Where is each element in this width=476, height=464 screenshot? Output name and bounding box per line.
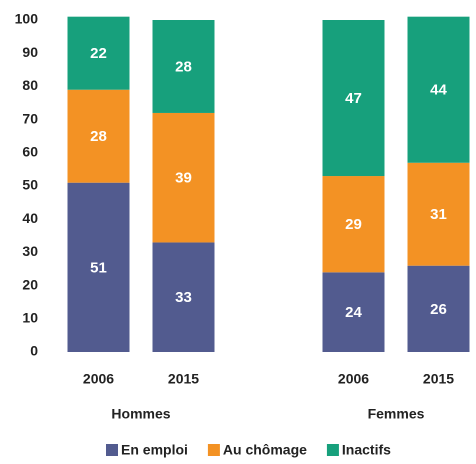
data-label: 44 [430, 82, 447, 99]
legend-label: En emploi [121, 442, 188, 458]
bar-segment [407, 162, 470, 266]
x-tick-label: 2015 [168, 371, 199, 387]
data-label: 31 [430, 206, 447, 223]
data-label: 29 [345, 216, 362, 233]
bar-segment [152, 20, 215, 113]
y-tick-label: 40 [22, 210, 38, 226]
legend-swatch [106, 444, 118, 456]
bar-segment [322, 272, 385, 352]
y-tick-label: 100 [15, 11, 39, 27]
y-tick-label: 10 [22, 310, 38, 326]
x-tick-label: 2006 [338, 371, 369, 387]
y-tick-label: 50 [22, 177, 38, 193]
bar-segment [67, 182, 130, 352]
data-label: 24 [345, 304, 362, 321]
bar-segment [152, 242, 215, 352]
bar-segment [152, 112, 215, 243]
data-label: 33 [175, 289, 192, 306]
group-label: Femmes [368, 406, 425, 422]
x-tick-label: 2015 [423, 371, 454, 387]
data-label: 22 [90, 45, 107, 62]
y-tick-label: 90 [22, 44, 38, 60]
legend-swatch [207, 444, 220, 456]
data-label: 47 [345, 90, 362, 107]
x-tick-label: 2006 [83, 371, 114, 387]
legend-label: Inactifs [342, 442, 391, 458]
y-tick-label: 30 [22, 243, 38, 259]
data-label: 51 [90, 259, 107, 276]
y-tick-label: 80 [22, 77, 38, 93]
bar-segment [407, 16, 470, 163]
y-tick-label: 20 [22, 276, 38, 292]
data-label: 26 [430, 301, 447, 318]
bar-segment [407, 265, 470, 352]
data-label: 39 [175, 170, 192, 187]
data-label: 28 [90, 128, 107, 145]
legend-label: Au chômage [223, 442, 307, 458]
y-tick-label: 70 [22, 110, 38, 126]
bar-segment [67, 16, 130, 90]
group-label: Hommes [111, 406, 170, 422]
bar-segment [322, 176, 385, 273]
legend-swatch [326, 444, 339, 456]
data-label: 28 [175, 58, 192, 75]
y-tick-label: 0 [30, 343, 38, 359]
y-tick-label: 60 [22, 144, 38, 160]
bar-segment [322, 20, 385, 177]
bar-segment [67, 89, 130, 183]
